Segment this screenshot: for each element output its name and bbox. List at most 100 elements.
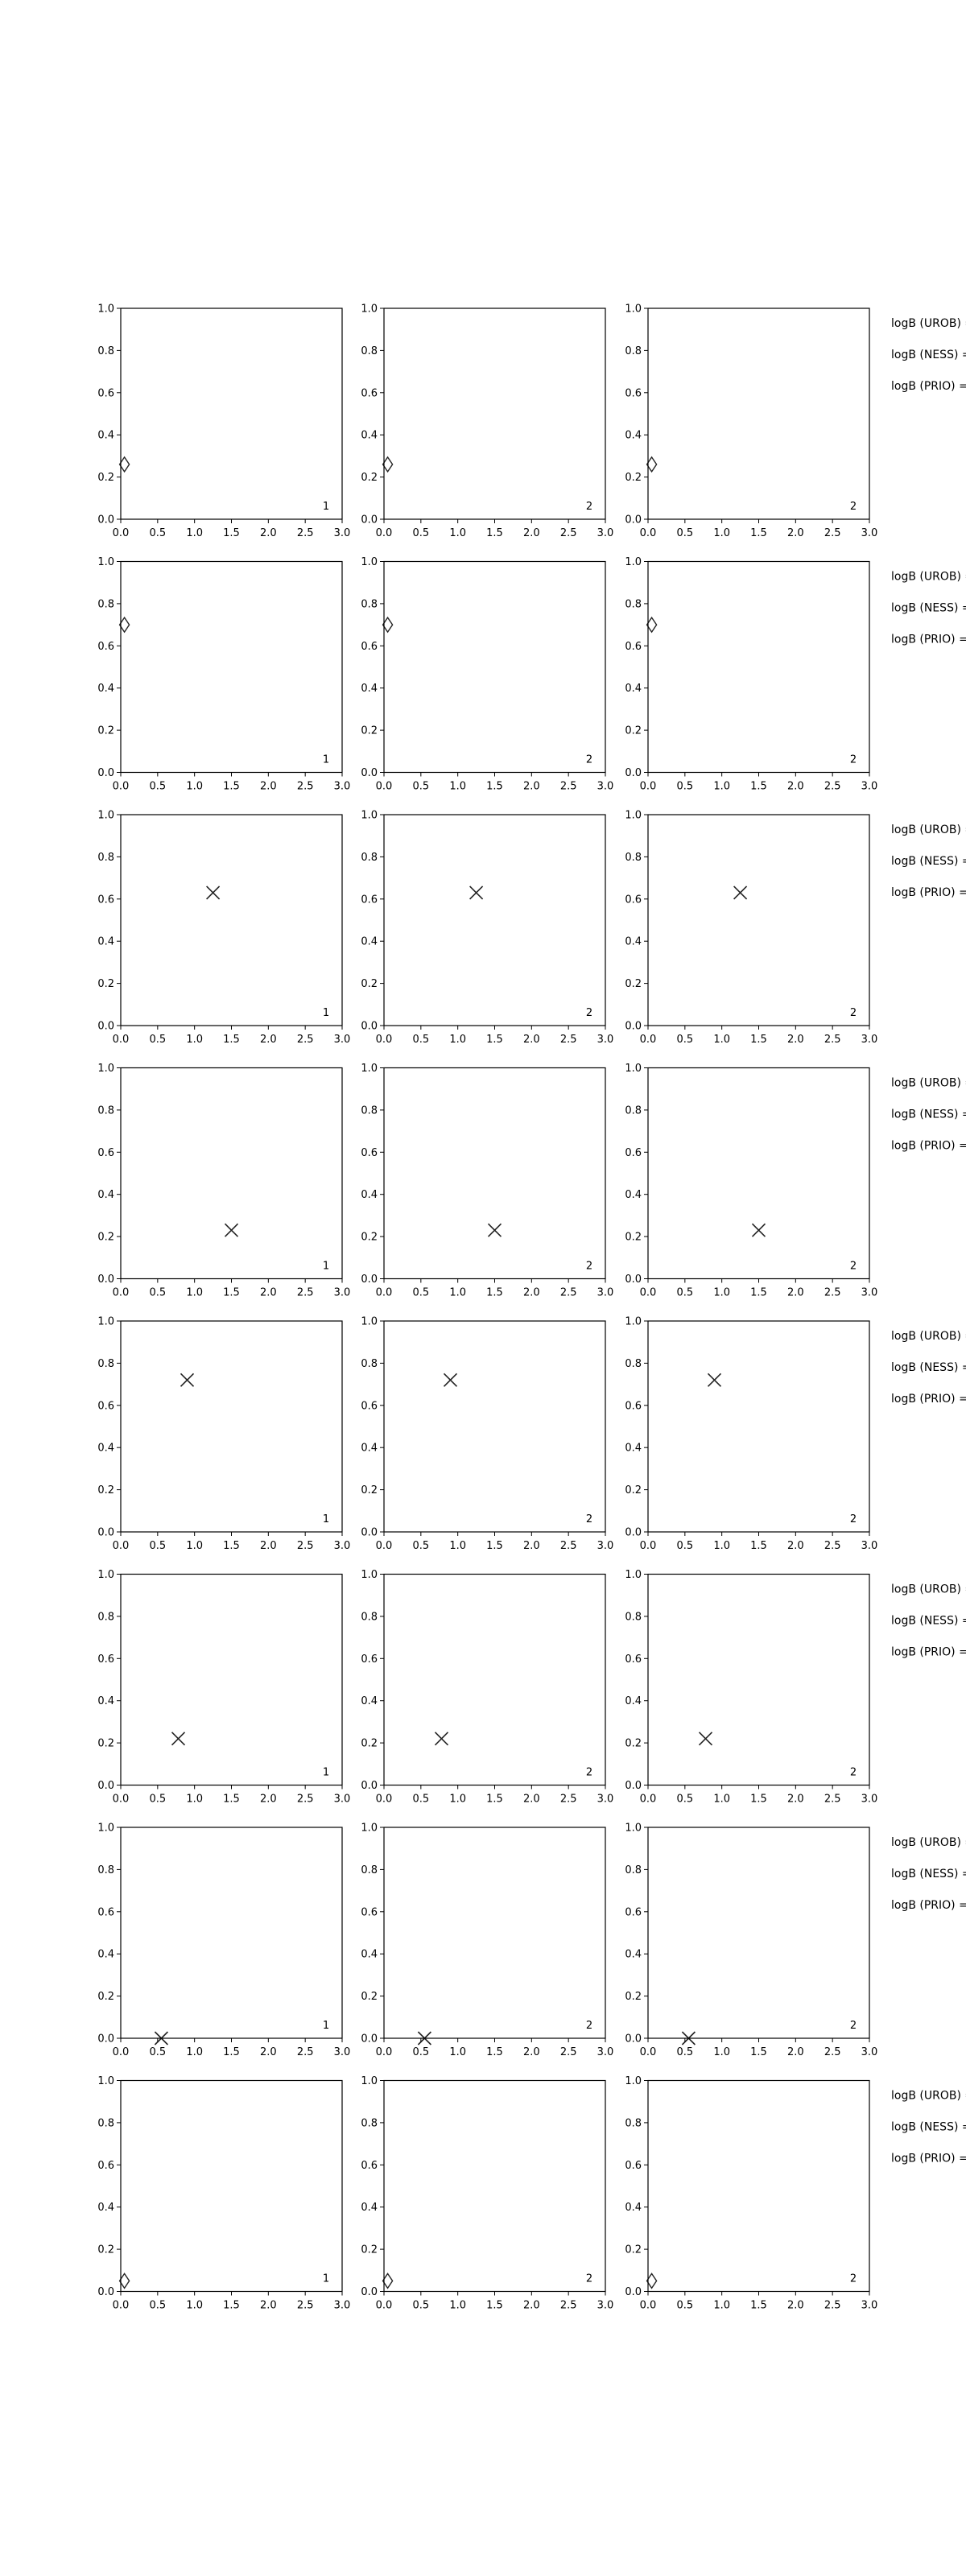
x-tick-label: 1.0 bbox=[449, 1540, 466, 1552]
y-tick-label: 1.0 bbox=[97, 1569, 114, 1581]
panel-r1-c1: 0.0 0.5 1.0 1.5 2.0 2.5 3.0 0.0 0.2 0.4 0.6 0.8 1.0 1 bbox=[97, 303, 350, 540]
y-tick-label: 0.4 bbox=[625, 683, 642, 695]
y-tick-label: 0.4 bbox=[625, 2202, 642, 2214]
x-tick-label: 1.0 bbox=[186, 1034, 203, 1046]
x-tick-label: 1.5 bbox=[750, 527, 767, 539]
axes-frame bbox=[120, 560, 343, 774]
panel-label: 2 bbox=[586, 2020, 592, 2032]
x-tick-label: 0.0 bbox=[376, 1034, 393, 1046]
x-tick-label: 2.5 bbox=[297, 1540, 314, 1552]
y-tick-label: 0.2 bbox=[97, 1738, 114, 1750]
axes-frame bbox=[647, 560, 870, 774]
y-tick-label: 0.6 bbox=[97, 1400, 114, 1412]
y-tick-label: 0.8 bbox=[361, 2117, 378, 2129]
marker-x bbox=[487, 1223, 502, 1237]
x-tick-label: 2.5 bbox=[560, 1287, 577, 1299]
y-tick-label: 0.8 bbox=[625, 1611, 642, 1623]
x-tick-label: 2.0 bbox=[523, 781, 540, 793]
x-tick-label: 1.5 bbox=[486, 781, 503, 793]
x-tick-label: 1.0 bbox=[449, 781, 466, 793]
panel-label: 2 bbox=[586, 1261, 592, 1273]
x-tick-label: 0.5 bbox=[412, 1287, 429, 1299]
y-tick-label: 0.2 bbox=[625, 2244, 642, 2256]
x-tick-label: 0.0 bbox=[113, 1540, 130, 1552]
x-tick-label: 3.0 bbox=[861, 1287, 878, 1299]
panel-r3-c3: 0.0 0.5 1.0 1.5 2.0 2.5 3.0 0.0 0.2 0.4 0.6 0.8 1.0 2 bbox=[625, 810, 877, 1046]
x-tick-label: 1.5 bbox=[223, 1287, 240, 1299]
marker-x bbox=[707, 1373, 722, 1387]
x-tick-label: 2.5 bbox=[824, 2046, 841, 2058]
y-tick-label: 0.4 bbox=[97, 683, 114, 695]
y-tick-label: 0.0 bbox=[97, 2033, 114, 2046]
y-tick-label: 0.4 bbox=[625, 936, 642, 948]
x-tick-label: 2.5 bbox=[560, 2046, 577, 2058]
y-tick-label: 0.4 bbox=[97, 1443, 114, 1455]
panel-r2-c2: 0.0 0.5 1.0 1.5 2.0 2.5 3.0 0.0 0.2 0.4 0.6 0.8 1.0 2 bbox=[361, 556, 613, 793]
y-tick-label: 0.2 bbox=[97, 725, 114, 737]
x-tick-label: 0.5 bbox=[149, 2300, 166, 2312]
x-tick-label: 1.0 bbox=[449, 527, 466, 539]
y-tick-label: 0.0 bbox=[361, 1021, 378, 1033]
y-tick-label: 0.8 bbox=[625, 598, 642, 610]
panel-r7-c1: 0.0 0.5 1.0 1.5 2.0 2.5 3.0 0.0 0.2 0.4 0.6 0.8 1.0 1 bbox=[97, 1823, 350, 2059]
y-tick-label: 0.8 bbox=[361, 1104, 378, 1117]
x-tick-label: 2.0 bbox=[787, 1034, 804, 1046]
y-tick-label: 1.0 bbox=[361, 1063, 378, 1075]
x-tick-label: 2.0 bbox=[523, 1034, 540, 1046]
y-tick-label: 0.2 bbox=[361, 472, 378, 484]
x-tick-label: 2.5 bbox=[824, 1287, 841, 1299]
panel-r2-c1: 0.0 0.5 1.0 1.5 2.0 2.5 3.0 0.0 0.2 0.4 0.6 0.8 1.0 1 bbox=[97, 556, 350, 793]
x-tick-label: 3.0 bbox=[861, 2300, 878, 2312]
panel-label: 1 bbox=[323, 501, 329, 513]
panel-r1-c2: 0.0 0.5 1.0 1.5 2.0 2.5 3.0 0.0 0.2 0.4 0.6 0.8 1.0 2 bbox=[361, 303, 613, 540]
y-tick-label: 1.0 bbox=[625, 556, 642, 568]
x-tick-label: 0.5 bbox=[149, 527, 166, 539]
x-tick-label: 2.5 bbox=[297, 1034, 314, 1046]
y-tick-label: 0.0 bbox=[625, 1527, 642, 1539]
x-tick-label: 3.0 bbox=[861, 1540, 878, 1552]
x-tick-label: 1.0 bbox=[713, 1794, 730, 1806]
y-tick-label: 0.6 bbox=[361, 1653, 378, 1666]
x-tick-label: 3.0 bbox=[597, 1034, 614, 1046]
x-tick-label: 2.5 bbox=[824, 1794, 841, 1806]
x-tick-label: 1.5 bbox=[486, 1540, 503, 1552]
y-tick-label: 0.4 bbox=[625, 1695, 642, 1707]
y-tick-label: 0.0 bbox=[97, 2286, 114, 2298]
panel-label: 1 bbox=[323, 2273, 329, 2285]
x-tick-label: 0.0 bbox=[640, 1540, 657, 1552]
y-tick-label: 1.0 bbox=[361, 1316, 378, 1328]
y-tick-label: 0.0 bbox=[97, 1527, 114, 1539]
y-tick-label: 0.6 bbox=[625, 1147, 642, 1159]
x-tick-label: 0.0 bbox=[113, 781, 130, 793]
x-tick-label: 3.0 bbox=[597, 1540, 614, 1552]
x-tick-label: 0.5 bbox=[676, 527, 693, 539]
x-tick-label: 0.5 bbox=[412, 2046, 429, 2058]
x-tick-label: 1.0 bbox=[713, 1540, 730, 1552]
legend-label: logB (PRIO) = bbox=[891, 1646, 966, 1659]
y-tick-label: 1.0 bbox=[97, 303, 114, 316]
x-tick-label: 2.5 bbox=[560, 1794, 577, 1806]
x-tick-label: 2.5 bbox=[824, 1034, 841, 1046]
x-tick-label: 3.0 bbox=[861, 1794, 878, 1806]
x-tick-label: 0.0 bbox=[113, 527, 130, 539]
x-tick-label: 0.0 bbox=[113, 1287, 130, 1299]
x-tick-label: 1.0 bbox=[186, 2300, 203, 2312]
y-tick-label: 0.0 bbox=[361, 767, 378, 779]
x-tick-label: 2.5 bbox=[560, 2300, 577, 2312]
panel-label: 1 bbox=[323, 754, 329, 766]
x-tick-label: 0.5 bbox=[412, 781, 429, 793]
x-tick-label: 2.5 bbox=[560, 1540, 577, 1552]
x-tick-label: 3.0 bbox=[861, 1034, 878, 1046]
panel-label: 2 bbox=[850, 501, 857, 513]
x-tick-label: 1.5 bbox=[223, 781, 240, 793]
x-tick-label: 2.0 bbox=[260, 1540, 277, 1552]
axes-frame bbox=[383, 1320, 606, 1533]
panel-r5-c2: 0.0 0.5 1.0 1.5 2.0 2.5 3.0 0.0 0.2 0.4 0.6 0.8 1.0 2 bbox=[361, 1316, 613, 1553]
x-tick-label: 1.5 bbox=[486, 1794, 503, 1806]
y-tick-label: 1.0 bbox=[361, 1823, 378, 1835]
x-tick-label: 1.0 bbox=[186, 1287, 203, 1299]
x-tick-label: 2.0 bbox=[787, 781, 804, 793]
y-tick-label: 0.2 bbox=[97, 1991, 114, 2003]
y-tick-label: 0.4 bbox=[361, 1443, 378, 1455]
x-tick-label: 1.5 bbox=[750, 2046, 767, 2058]
